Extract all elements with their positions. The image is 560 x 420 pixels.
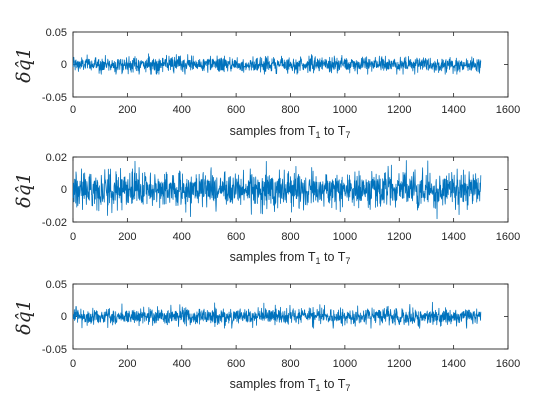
x-tick-label: 200 <box>118 104 136 116</box>
series-line <box>72 301 482 329</box>
series-line <box>72 53 482 75</box>
x-tick-label: 200 <box>118 358 136 370</box>
subplot-2: 0 200 400 600 800 1000 1200 1400 1600 0.02 0 -0.… <box>13 152 520 266</box>
x-tick-label: 800 <box>281 231 299 243</box>
x-tick-label: 600 <box>227 358 245 370</box>
x-tick-label: 0 <box>70 104 76 116</box>
y-tick-label: -0.02 <box>42 217 67 229</box>
x-tick-label: 1000 <box>333 358 357 370</box>
x-tick-label: 1000 <box>333 104 357 116</box>
x-tick-label: 600 <box>227 104 245 116</box>
x-tick-label: 0 <box>70 231 76 243</box>
x-tick-label: 1600 <box>496 231 520 243</box>
x-tick-label: 400 <box>173 231 191 243</box>
x-tick-label: 200 <box>118 231 136 243</box>
x-tick-labels: 0 200 400 600 800 1000 1200 1400 1600 <box>70 231 520 243</box>
x-tick-label: 0 <box>70 358 76 370</box>
x-ticks <box>72 32 509 97</box>
x-tick-label: 1600 <box>496 104 520 116</box>
x-tick-label: 1200 <box>387 358 411 370</box>
y-tick-label: -0.05 <box>42 92 67 104</box>
x-axis-label: samples from T1 to T7 <box>230 377 351 393</box>
x-ticks <box>72 157 509 222</box>
x-axis-label: samples from T1 to T7 <box>230 250 351 266</box>
subplot-1: 0 200 400 600 800 1000 1200 1400 1600 0.05 0 -0.… <box>13 27 520 140</box>
y-tick-label: 0 <box>61 184 67 196</box>
x-tick-label: 1400 <box>441 104 465 116</box>
y-tick-label: 0.02 <box>46 152 67 164</box>
subplot-3: 0 200 400 600 800 1000 1200 1400 1600 0.05 0 -0.… <box>13 279 520 393</box>
x-tick-label: 400 <box>173 358 191 370</box>
x-tick-label: 400 <box>173 104 191 116</box>
y-tick-label: 0 <box>61 311 67 323</box>
x-tick-label: 1200 <box>387 104 411 116</box>
x-ticks <box>72 284 509 349</box>
x-tick-label: 1200 <box>387 231 411 243</box>
x-tick-labels: 0 200 400 600 800 1000 1200 1400 1600 <box>70 358 520 370</box>
y-tick-label: 0.05 <box>46 27 67 39</box>
x-tick-label: 800 <box>281 358 299 370</box>
x-tick-label: 600 <box>227 231 245 243</box>
y-axis-label: δq̂1 <box>13 172 35 208</box>
x-tick-label: 1400 <box>441 231 465 243</box>
y-tick-label: -0.05 <box>42 344 67 356</box>
x-tick-labels: 0 200 400 600 800 1000 1200 1400 1600 <box>70 104 520 116</box>
x-axis-label: samples from T1 to T7 <box>230 124 351 140</box>
x-tick-label: 800 <box>281 104 299 116</box>
y-axis-label: δq̂1 <box>13 47 35 83</box>
x-tick-label: 1000 <box>333 231 357 243</box>
y-tick-label: 0 <box>61 59 67 71</box>
y-axis-label: δq̂1 <box>13 299 35 335</box>
x-tick-label: 1600 <box>496 358 520 370</box>
y-tick-label: 0.05 <box>46 279 67 291</box>
series-line <box>72 160 482 220</box>
x-tick-label: 1400 <box>441 358 465 370</box>
